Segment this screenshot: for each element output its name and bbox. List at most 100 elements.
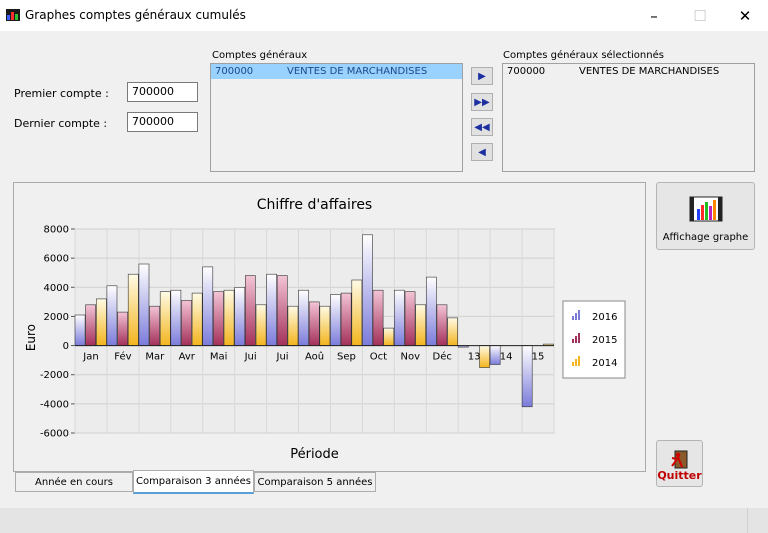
bar-chart-icon [689, 196, 722, 222]
x-axis-label: Période [290, 447, 339, 462]
bar-2016 [425, 276, 437, 346]
bar-2014 [127, 273, 139, 346]
list-item[interactable]: 700000 VENTES DE MARCHANDISES [211, 64, 462, 79]
y-tick-label: 6000 [44, 254, 69, 265]
comptes-generaux-label: Comptes généraux [212, 50, 308, 61]
legend-swatch [575, 359, 577, 366]
legend-swatch [575, 313, 577, 320]
bar-2014 [255, 304, 267, 346]
selectionnes-list[interactable]: 700000 VENTES DE MARCHANDISES [502, 63, 755, 172]
bar-2014 [415, 304, 427, 346]
bar-2015 [404, 291, 416, 346]
bar-2015 [436, 304, 448, 346]
bar-2014 [383, 327, 395, 346]
bar-2014 [479, 345, 490, 368]
x-tick-label: Oct [370, 352, 387, 363]
x-tick-label: Jan [82, 352, 98, 363]
exit-door-icon [670, 450, 687, 469]
y-tick-label: 4000 [44, 283, 69, 294]
y-tick-label: 2000 [44, 312, 69, 323]
bar-2016 [170, 289, 182, 346]
bar-2015 [85, 304, 96, 346]
quitter-label: Quitter [657, 469, 702, 482]
bar-2015 [149, 305, 160, 346]
y-tick-label: 0 [63, 341, 69, 352]
legend-swatch [578, 310, 580, 320]
legend-swatch [572, 362, 574, 366]
bar-2014 [159, 291, 171, 346]
chart-title: Chiffre d'affaires [257, 197, 372, 213]
bar-2015 [117, 311, 128, 346]
close-icon[interactable]: ✕ [738, 6, 752, 25]
tab-annee-en-cours[interactable]: Année en cours [15, 472, 133, 492]
bar-2016 [106, 285, 118, 346]
bar-2014 [351, 279, 363, 346]
affichage-graphe-label: Affichage graphe [662, 232, 749, 243]
legend-entry-2016: 2016 [592, 312, 617, 323]
bar-2015 [181, 300, 192, 346]
bar-2014 [191, 292, 203, 346]
bar-2016 [266, 273, 278, 346]
bar-2014 [223, 289, 235, 346]
y-tick-label: 8000 [44, 225, 69, 236]
bar-2015 [308, 301, 320, 346]
bar-2015 [276, 275, 288, 346]
x-tick-label: Mai [210, 352, 228, 363]
bar-2016 [234, 287, 246, 346]
bar-2014 [96, 298, 107, 346]
bar-2015 [213, 291, 224, 346]
chart: Chiffre d'affaires 8000 6000 4000 2000 0 -2000… [24, 197, 626, 462]
bar-2015 [245, 275, 256, 346]
bar-2016 [362, 234, 373, 346]
x-tick-label: Jui [276, 352, 289, 363]
tab-comparaison-5-annees[interactable]: Comparaison 5 années [254, 472, 376, 492]
y-tick-label: -4000 [40, 399, 69, 410]
x-tick-label: Jui [244, 352, 257, 363]
legend-swatch [578, 356, 580, 366]
dernier-compte-field[interactable]: 700000 [127, 112, 198, 132]
list-item[interactable]: 700000 VENTES DE MARCHANDISES [507, 66, 720, 77]
bar-2014 [287, 305, 299, 346]
comptes-generaux-list[interactable]: 700000 VENTES DE MARCHANDISES [210, 63, 463, 172]
bar-2016 [74, 314, 86, 346]
x-tick-label: Aoû [305, 351, 324, 363]
bar-2016 [138, 263, 150, 346]
y-tick-label: -6000 [40, 429, 69, 440]
bar-2014 [319, 305, 331, 346]
legend-entry-2015: 2015 [592, 335, 617, 346]
x-tick-label: 14 [500, 352, 513, 363]
add-all-button[interactable]: ▶▶ [471, 93, 493, 111]
bar-2016 [330, 294, 341, 346]
bar-2016 [202, 266, 214, 346]
chart-panel: Chiffre d'affaires 8000 6000 4000 2000 0 -2000… [13, 182, 646, 472]
dernier-compte-label: Dernier compte : [14, 117, 108, 130]
title-bar: Graphes comptes généraux cumulés – ☐ ✕ [0, 0, 768, 31]
x-tick-label: Mar [145, 352, 165, 363]
bar-2016 [298, 289, 309, 346]
status-bar [0, 508, 768, 533]
x-tick-label: Fév [114, 351, 131, 363]
remove-all-button[interactable]: ◀◀ [471, 118, 493, 136]
chart-app-icon [6, 9, 20, 21]
tab-comparaison-3-annees[interactable]: Comparaison 3 années [133, 470, 254, 494]
bar-2014 [447, 317, 459, 346]
y-tick-label: -2000 [40, 370, 69, 381]
x-tick-label: 15 [532, 352, 545, 363]
x-tick-label: Nov [401, 352, 421, 363]
y-axis-label: Euro [24, 324, 38, 351]
affichage-graphe-button[interactable]: Affichage graphe [656, 182, 755, 250]
premier-compte-field[interactable]: 700000 [127, 82, 198, 102]
maximize-icon[interactable]: ☐ [693, 6, 707, 25]
x-tick-label: Sep [337, 352, 356, 363]
legend-swatch [572, 316, 574, 320]
bar-2016 [393, 289, 405, 346]
add-one-button[interactable]: ▶ [471, 67, 493, 85]
legend-swatch [578, 333, 580, 343]
quitter-button[interactable]: Quitter [656, 440, 703, 487]
selectionnes-label: Comptes généraux sélectionnés [503, 50, 664, 61]
remove-one-button[interactable]: ◀ [471, 143, 493, 161]
bar-2015 [372, 289, 384, 346]
minimize-icon[interactable]: – [650, 6, 658, 25]
window-title: Graphes comptes généraux cumulés [25, 8, 246, 22]
x-tick-label: Avr [179, 352, 196, 363]
